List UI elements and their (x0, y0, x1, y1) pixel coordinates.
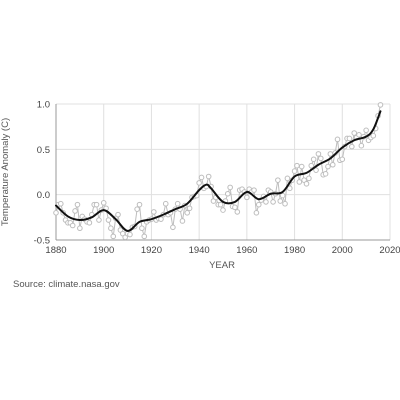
annual-point (318, 155, 324, 162)
annual-point (277, 198, 284, 204)
annual-point (263, 199, 269, 205)
annual-point (151, 209, 157, 215)
annual-point (74, 201, 81, 208)
smoothed-line (55, 110, 382, 232)
annual-point (162, 200, 169, 207)
annual-point (287, 185, 293, 192)
annual-line (55, 104, 381, 239)
annual-point (346, 135, 353, 142)
annual-point (96, 217, 102, 223)
y-axis-title: Temperature Anomaly (C) (0, 118, 11, 226)
annual-point (136, 201, 143, 208)
annual-point (134, 206, 140, 212)
annual-point (77, 225, 83, 232)
annual-point (306, 175, 312, 182)
annual-point (227, 184, 233, 191)
annual-point (294, 162, 300, 169)
annual-point (220, 207, 226, 213)
annual-point (69, 222, 76, 229)
annual-point (105, 217, 112, 223)
annual-point (334, 136, 341, 143)
annual-point (284, 175, 291, 182)
annual-point (198, 174, 205, 181)
x-tick-label: 2020 (379, 245, 400, 256)
annual-point (174, 200, 181, 207)
source-note: Source: climate.nasa.gov (13, 279, 120, 290)
annual-point (313, 167, 319, 173)
annual-point (196, 180, 202, 186)
annual-series (53, 102, 384, 241)
annual-point (244, 194, 250, 201)
annual-point (275, 177, 281, 183)
annual-point (224, 190, 231, 197)
chart-grid (55, 103, 391, 241)
annual-point (308, 162, 315, 169)
annual-point (127, 231, 133, 238)
annual-point (253, 210, 260, 216)
x-tick-label: 1980 (284, 245, 305, 256)
annual-point (296, 179, 303, 185)
annual-point (139, 225, 145, 232)
annual-point (377, 102, 384, 108)
annual-point (115, 211, 121, 218)
annual-point (322, 171, 329, 177)
annual-point (184, 210, 191, 216)
annual-point (303, 180, 310, 187)
annual-point (186, 205, 193, 212)
y-axis-ticks: 1.0 0.5 0.0 -0.5 (34, 100, 50, 247)
x-tick-label: 2000 (332, 245, 353, 256)
x-tick-label: 1960 (236, 245, 257, 256)
x-tick-label: 1940 (189, 245, 210, 256)
annual-point (100, 200, 107, 206)
annual-point (327, 151, 334, 157)
annual-point (339, 156, 346, 163)
annual-point (349, 143, 355, 150)
annual-point (279, 192, 286, 199)
annual-point (255, 201, 262, 208)
annual-point (270, 199, 276, 205)
annual-point (110, 233, 117, 240)
annual-point (217, 201, 224, 208)
annual-point (298, 163, 305, 170)
annual-point (158, 216, 164, 222)
annual-point (282, 200, 288, 207)
annual-point (351, 130, 358, 136)
annual-point (370, 132, 377, 139)
annual-point (232, 204, 238, 211)
annual-point (108, 225, 114, 232)
annual-point (86, 219, 93, 226)
annual-point (358, 142, 365, 149)
annual-point (363, 127, 369, 134)
annual-point (72, 208, 78, 214)
annual-point (93, 201, 100, 208)
x-axis-ticks: 1880 1900 1920 1940 1960 1980 2000 2020 (45, 245, 400, 256)
annual-point (141, 233, 148, 240)
smoothed-series (55, 110, 382, 232)
annual-point (53, 210, 59, 216)
annual-point (57, 200, 64, 207)
x-tick-label: 1900 (93, 245, 114, 256)
y-tick-label: 0.0 (37, 190, 50, 201)
annual-point (234, 209, 241, 215)
x-tick-label: 1920 (141, 245, 162, 256)
y-tick-label: 0.5 (37, 145, 50, 156)
annual-point (170, 224, 176, 231)
annual-point (179, 218, 186, 224)
annual-point (291, 168, 298, 174)
x-tick-label: 1880 (45, 245, 66, 256)
y-tick-label: -0.5 (34, 236, 50, 247)
annual-point (310, 156, 317, 163)
y-tick-label: 1.0 (37, 100, 50, 111)
annual-point (205, 173, 212, 180)
annual-point (315, 151, 322, 157)
annual-point (329, 161, 336, 168)
x-axis-title: YEAR (209, 260, 235, 271)
annual-point (356, 132, 362, 138)
annual-point (251, 187, 257, 193)
annual-point (325, 163, 331, 170)
